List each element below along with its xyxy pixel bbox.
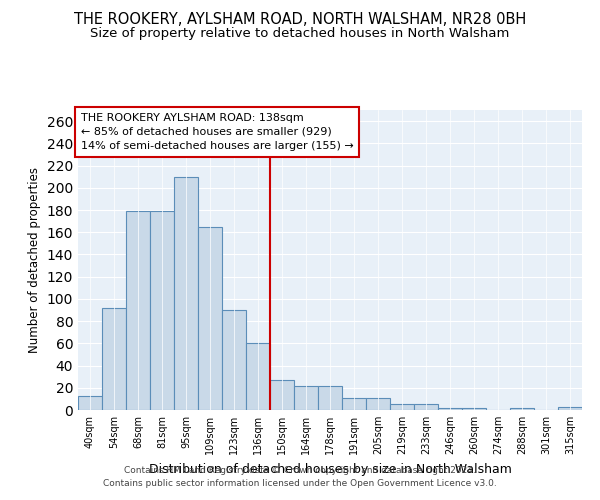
Bar [126,211,150,410]
Bar [198,226,222,410]
Bar [102,308,126,410]
Bar [174,176,198,410]
Bar [342,398,366,410]
Bar [390,404,414,410]
Text: Contains HM Land Registry data © Crown copyright and database right 2024.
Contai: Contains HM Land Registry data © Crown c… [103,466,497,487]
Bar [246,344,270,410]
Bar [318,386,342,410]
Bar [270,380,294,410]
Bar [558,406,582,410]
X-axis label: Distribution of detached houses by size in North Walsham: Distribution of detached houses by size … [149,462,511,475]
Text: Size of property relative to detached houses in North Walsham: Size of property relative to detached ho… [91,28,509,40]
Bar [366,398,390,410]
Bar [438,408,462,410]
Bar [78,396,102,410]
Bar [222,310,246,410]
Bar [150,211,174,410]
Bar [510,408,534,410]
Bar [462,408,486,410]
Text: THE ROOKERY AYLSHAM ROAD: 138sqm
← 85% of detached houses are smaller (929)
14% : THE ROOKERY AYLSHAM ROAD: 138sqm ← 85% o… [80,113,353,151]
Y-axis label: Number of detached properties: Number of detached properties [28,167,41,353]
Text: THE ROOKERY, AYLSHAM ROAD, NORTH WALSHAM, NR28 0BH: THE ROOKERY, AYLSHAM ROAD, NORTH WALSHAM… [74,12,526,28]
Bar [414,404,438,410]
Bar [294,386,318,410]
